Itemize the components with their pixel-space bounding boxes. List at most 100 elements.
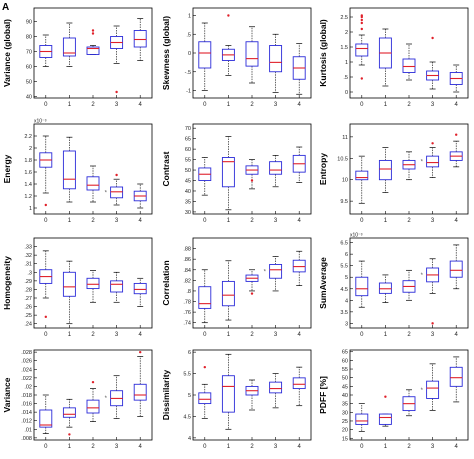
box-0 <box>39 394 53 434</box>
box-iqr <box>198 41 212 69</box>
y-tick-label: .29 <box>24 279 32 285</box>
x-tick-label: 0 <box>360 332 364 338</box>
x-tick-label: 4 <box>139 102 143 108</box>
box-4 <box>292 43 306 95</box>
outlier-point <box>431 322 434 325</box>
y-tick-label: .27 <box>24 296 32 302</box>
y-tick-label: .026 <box>21 359 32 365</box>
y-tick-label: 45 <box>342 384 348 390</box>
y-tick-label: .02 <box>24 384 32 390</box>
y-tick-label: 60 <box>26 65 32 71</box>
box-3 <box>269 155 283 188</box>
box-iqr <box>269 264 283 279</box>
y-tick-label: 2.2 <box>24 134 32 140</box>
y-axis-label: Energy <box>2 154 12 183</box>
y-tick-label: .5 <box>343 75 348 81</box>
box-3 <box>426 36 440 90</box>
y-tick-label: -.5 <box>185 70 191 76</box>
box-4 <box>133 183 147 209</box>
x-tick-label: 2 <box>250 102 254 108</box>
outlier-point <box>91 380 95 384</box>
significance-star: * <box>105 190 108 196</box>
y-tick-label: .024 <box>21 367 32 373</box>
box-iqr <box>355 276 369 297</box>
box-iqr <box>133 383 147 401</box>
x-tick-label: 4 <box>455 218 459 224</box>
x-tick-label: 2 <box>250 218 254 224</box>
box-4 <box>449 64 463 93</box>
y-axis-label: PDFF [%] <box>318 376 328 414</box>
chart-panel-12: 15 20 25 30 35 40 45 50 55 60 65 0 1 2 3 4 PDFF [%] * <box>318 349 469 450</box>
box-4 <box>133 277 147 307</box>
y-tick-label: 90 <box>26 20 32 26</box>
x-tick-label: 4 <box>139 444 143 450</box>
box-iqr <box>221 157 235 188</box>
outlier-point <box>250 179 254 182</box>
y-tick-label: 10.5 <box>337 156 348 162</box>
y-tick-label: .01 <box>24 427 32 433</box>
x-tick-label: 2 <box>250 444 254 450</box>
box-3 <box>110 173 124 206</box>
box-3 <box>269 256 283 292</box>
x-tick-label: 1 <box>227 218 231 224</box>
y-tick-label: .008 <box>21 436 32 442</box>
box-0 <box>355 260 369 308</box>
y-tick-label: 35 <box>342 402 348 408</box>
box-iqr <box>426 380 440 399</box>
box-iqr <box>110 280 124 293</box>
chart-panel-4: 1 1.2 1.4 1.6 1.8 2 2.2 0 1 2 3 4 x10⁻³ Energy * <box>2 119 153 224</box>
box-2 <box>245 159 259 190</box>
x-tick-label: 2 <box>250 332 254 338</box>
y-tick-label: 6.5 <box>340 241 348 247</box>
y-axis-label: SumAverage <box>318 257 328 309</box>
y-tick-label: 6 <box>345 252 348 258</box>
x-tick-label: 1 <box>384 332 388 338</box>
y-axis-label: Dissimilarity <box>161 369 171 420</box>
box-3 <box>426 363 440 411</box>
y-tick-label: 4 <box>345 298 348 304</box>
box-iqr <box>62 407 76 418</box>
y-axis-label: Homogeneity <box>2 256 12 310</box>
box-iqr <box>378 413 392 425</box>
y-tick-label: 1.4 <box>24 182 32 188</box>
box-iqr <box>198 392 212 405</box>
x-tick-label: 0 <box>360 102 364 108</box>
y-tick-label: 2 <box>29 146 32 152</box>
box-3 <box>426 258 440 325</box>
y-tick-label: 15 <box>342 436 348 442</box>
box-2 <box>86 29 100 55</box>
outlier-point <box>455 133 458 136</box>
outlier-point <box>115 173 118 177</box>
y-tick-label: .74 <box>183 321 191 327</box>
box-4 <box>133 18 147 61</box>
plot-frame <box>192 237 312 329</box>
box-3 <box>110 271 124 303</box>
y-axis-label: Variance <box>2 377 12 412</box>
y-tick-label: 1 <box>29 206 32 212</box>
box-1 <box>221 14 235 76</box>
box-2 <box>86 165 100 203</box>
y-tick-label: 35 <box>185 199 191 205</box>
box-iqr <box>62 37 76 57</box>
y-tick-label: 50 <box>342 376 348 382</box>
x-tick-label: 0 <box>44 444 48 450</box>
x-tick-label: 1 <box>68 444 72 450</box>
box-1 <box>62 136 76 203</box>
outlier-point <box>203 365 206 369</box>
box-iqr <box>86 399 100 414</box>
x-tick-label: 4 <box>455 444 459 450</box>
x-tick-label: 0 <box>203 218 207 224</box>
y-tick-label: 50 <box>185 168 191 174</box>
box-iqr <box>133 30 147 48</box>
y-tick-label: .76 <box>183 310 191 316</box>
y-tick-label: 11 <box>342 135 348 141</box>
y-tick-label: .33 <box>24 245 32 251</box>
y-tick-label: 55 <box>342 367 348 373</box>
x-tick-label: 4 <box>298 102 302 108</box>
y-tick-label: 1.8 <box>24 158 32 164</box>
y-tick-label: 0 <box>188 51 191 57</box>
box-iqr <box>198 286 212 309</box>
y-tick-label: .32 <box>24 253 32 259</box>
y-tick-label: 3 <box>345 321 348 327</box>
